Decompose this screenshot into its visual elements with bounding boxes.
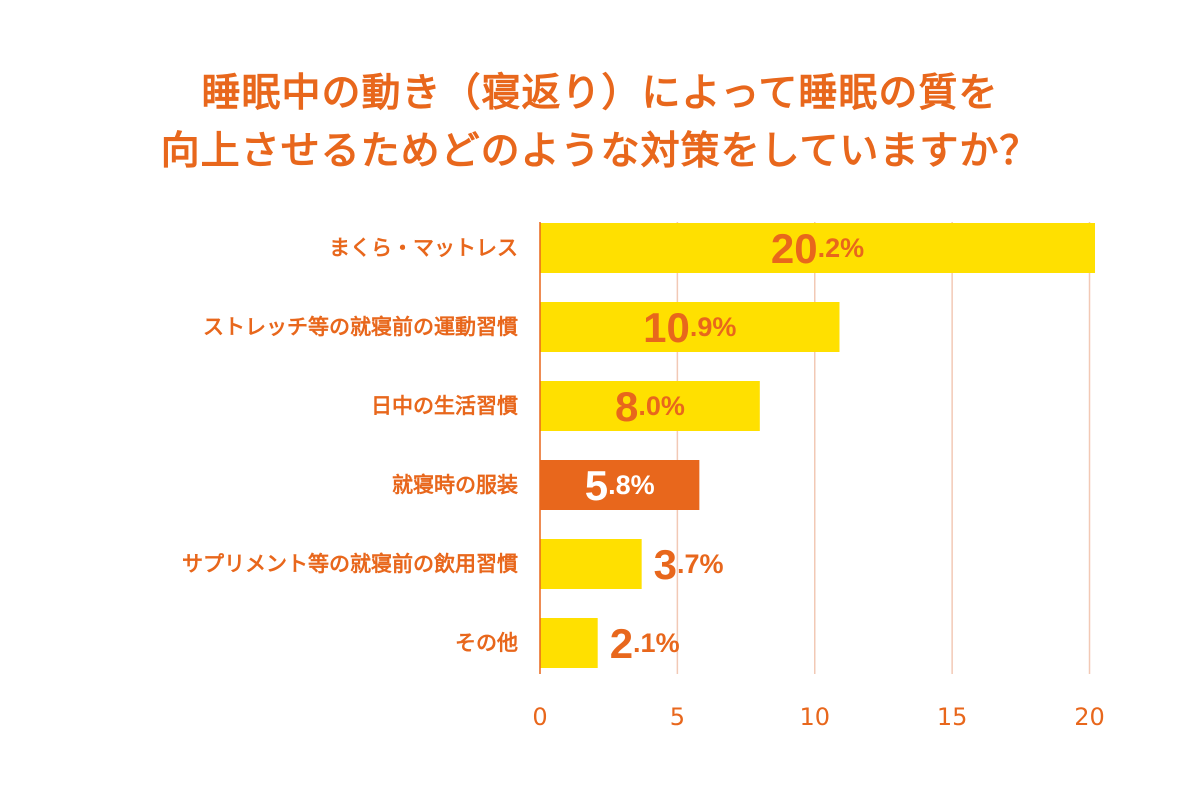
x-tick-label-15: 15 bbox=[937, 703, 968, 731]
x-tick-label-20: 20 bbox=[1074, 703, 1105, 731]
category-label-1: ストレッチ等の就寝前の運動習慣 bbox=[203, 315, 518, 339]
bar-1 bbox=[540, 302, 840, 352]
bar-5 bbox=[540, 618, 598, 668]
category-label-5: その他 bbox=[455, 631, 518, 655]
category-label-0: まくら・マットレス bbox=[329, 236, 518, 260]
x-tick-label-5: 5 bbox=[670, 703, 685, 731]
x-tick-label-10: 10 bbox=[799, 703, 830, 731]
x-tick-label-0: 0 bbox=[532, 703, 547, 731]
bar-4 bbox=[540, 539, 642, 589]
chart-title-line-1: 睡眠中の動き（寝返り）によって睡眠の質を bbox=[201, 71, 999, 116]
category-label-3: 就寝時の服装 bbox=[392, 473, 518, 497]
category-label-2: 日中の生活習慣 bbox=[371, 394, 518, 418]
bar-0 bbox=[540, 223, 1096, 273]
value-label-4: 3.7% bbox=[654, 541, 724, 588]
bar-3 bbox=[540, 460, 700, 510]
value-label-0: 20.2% bbox=[771, 225, 864, 272]
value-label-1: 10.9% bbox=[643, 304, 736, 351]
chart-title-line-2: 向上させるためどのような対策をしていますか？ bbox=[160, 129, 1040, 174]
value-label-3: 5.8% bbox=[585, 462, 655, 509]
value-label-2: 8.0% bbox=[615, 383, 685, 430]
bar-2 bbox=[540, 381, 760, 431]
value-label-5: 2.1% bbox=[610, 620, 680, 667]
category-label-4: サプリメント等の就寝前の飲用習慣 bbox=[182, 552, 518, 576]
